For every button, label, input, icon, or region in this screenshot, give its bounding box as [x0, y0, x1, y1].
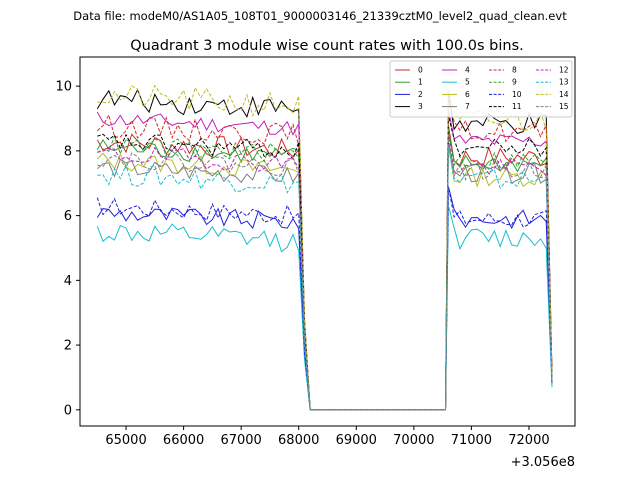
- x-tick-label: 68000: [278, 433, 319, 448]
- y-tick-label: 6: [64, 209, 72, 224]
- series-line-2: [96, 186, 553, 411]
- x-tick-label: 69000: [336, 433, 377, 448]
- y-tick-label: 10: [55, 80, 72, 95]
- legend-label-14: 14: [559, 90, 569, 99]
- legend-label-4: 4: [465, 66, 470, 75]
- x-tick-label: 65000: [105, 433, 146, 448]
- x-tick-label: 67000: [220, 433, 261, 448]
- series-line-7: [96, 141, 553, 411]
- legend-label-7: 7: [465, 102, 470, 111]
- y-tick-label: 2: [64, 339, 72, 354]
- axis-layer: 65000 66000 67000 68000 69000 70000 71000 72000…: [55, 80, 549, 448]
- x-tick-label: 70000: [393, 433, 434, 448]
- x-offset-label: +3.056e8: [511, 455, 575, 470]
- legend-label-0: 0: [418, 66, 423, 75]
- y-tick-label: 0: [64, 403, 72, 418]
- legend-label-11: 11: [512, 102, 522, 111]
- legend-label-9: 9: [512, 78, 517, 87]
- legend-label-6: 6: [465, 90, 470, 99]
- x-tick-label: 71000: [451, 433, 492, 448]
- series-line-13: [97, 147, 553, 411]
- legend-box: [389, 60, 573, 118]
- series-line-1: [96, 131, 553, 411]
- legend-label-3: 3: [418, 102, 423, 111]
- legend-label-15: 15: [559, 102, 569, 111]
- series-line-9: [97, 128, 553, 411]
- series-line-6: [96, 144, 553, 411]
- y-tick-label: 8: [64, 144, 72, 159]
- series-line-14: [97, 84, 553, 411]
- series-line-10: [96, 186, 553, 411]
- legend-label-10: 10: [512, 90, 522, 99]
- y-tick-label: 4: [64, 274, 72, 289]
- legend-label-2: 2: [418, 90, 423, 99]
- legend-label-13: 13: [559, 78, 569, 87]
- series-line-8: [96, 98, 553, 411]
- file-suptitle: Data file: modeM0/AS1A05_108T01_90000031…: [73, 9, 567, 23]
- legend-label-12: 12: [559, 66, 569, 75]
- legend-label-1: 1: [418, 78, 423, 87]
- chart-title: Quadrant 3 module wise count rates with …: [130, 38, 524, 54]
- plot-layer: [96, 84, 553, 411]
- series-line-5: [96, 205, 553, 411]
- x-tick-label: 66000: [163, 433, 204, 448]
- axes-frame: [79, 56, 576, 427]
- legend-label-5: 5: [465, 78, 470, 87]
- legend-label-8: 8: [512, 66, 517, 75]
- series-line-11: [97, 115, 553, 411]
- series-line-15: [97, 137, 553, 411]
- x-tick-label: 72000: [508, 433, 549, 448]
